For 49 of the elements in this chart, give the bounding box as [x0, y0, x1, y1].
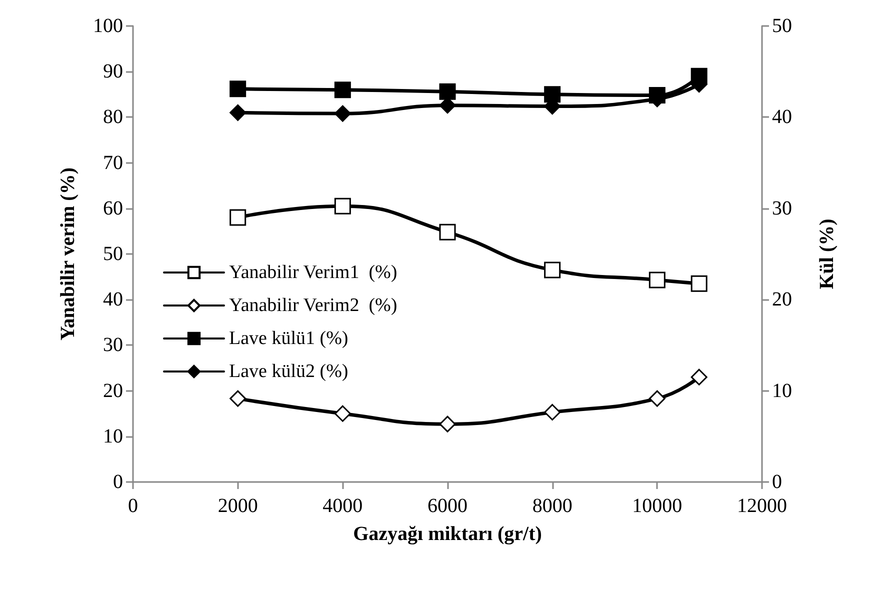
- point: [439, 83, 456, 100]
- y2-tick-label: 10: [772, 380, 792, 402]
- point: [334, 105, 351, 122]
- point: [439, 416, 456, 432]
- y-tick-label: 100: [93, 15, 123, 37]
- point: [230, 80, 246, 98]
- x-tick-label: 6000: [428, 495, 468, 517]
- x-tick-label: 10000: [632, 495, 682, 517]
- point: [648, 390, 666, 407]
- point: [230, 209, 246, 226]
- y-tick-label: 20: [103, 380, 123, 402]
- point: [439, 224, 456, 240]
- y2-axis-title: Kül (%): [816, 218, 838, 290]
- point: [648, 272, 666, 288]
- y2-tick-label: 40: [772, 106, 792, 128]
- point: [334, 198, 351, 214]
- point: [230, 390, 246, 407]
- y-axis-title: Yanabilir verim (%): [57, 168, 79, 340]
- y2-tick-label: 50: [772, 15, 792, 37]
- x-tick-label: 8000: [532, 495, 572, 517]
- legend-label: Lave külü1 (%): [229, 328, 348, 349]
- point: [544, 262, 561, 278]
- y-tick-label: 90: [103, 60, 123, 83]
- y-tick-label: 70: [103, 152, 123, 174]
- legend-label: Yanabilir Verim2 (%): [229, 295, 398, 316]
- x-tick-label: 4000: [322, 495, 363, 517]
- y-tick-label: 0: [113, 471, 123, 493]
- point: [544, 404, 561, 420]
- y2-tick-label: 20: [772, 288, 792, 311]
- legend-label: Lave külü2 (%): [229, 361, 348, 382]
- y2-tick-label: 30: [772, 197, 792, 220]
- y-tick-label: 80: [103, 106, 123, 128]
- y2-tick-label: 0: [772, 471, 782, 493]
- point: [690, 275, 708, 292]
- x-tick-label: 2000: [218, 495, 258, 517]
- x-tick-label: 0: [128, 495, 138, 517]
- point: [230, 104, 246, 121]
- legend-label: Yanabilir Verim1 (%): [229, 262, 398, 283]
- y-tick-label: 30: [103, 334, 123, 356]
- point: [334, 82, 351, 98]
- y-tick-label: 60: [103, 197, 123, 220]
- point: [690, 368, 708, 386]
- point: [334, 405, 351, 422]
- x-axis-title: Gazyağı miktarı (gr/t): [353, 523, 542, 545]
- y-tick-label: 40: [103, 288, 123, 311]
- point: [544, 86, 561, 103]
- y-tick-label: 50: [103, 243, 123, 265]
- x-tick-label: 12000: [737, 495, 787, 517]
- y-tick-label: 10: [103, 425, 123, 448]
